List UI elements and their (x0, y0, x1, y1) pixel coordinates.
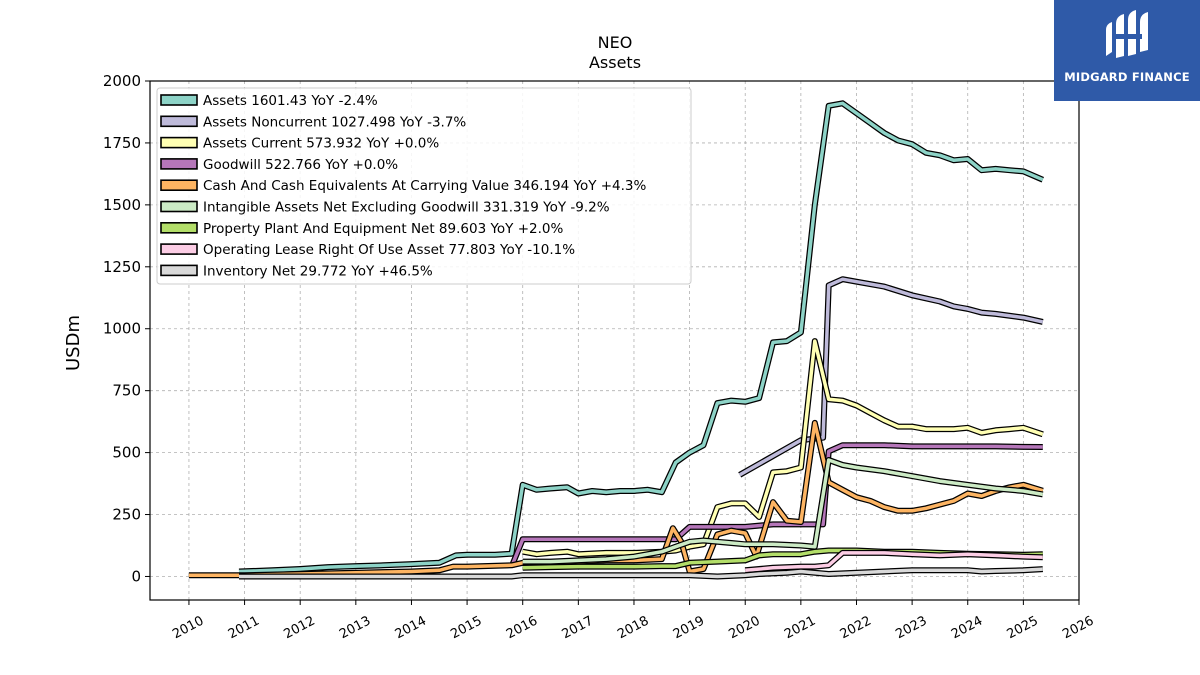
legend-box (156, 87, 692, 285)
series-line (522, 339, 1044, 556)
y-tick-label: 1000 (103, 320, 141, 338)
y-tick-label: 2000 (103, 72, 141, 90)
midgard-finance-logo: MIDGARD FINANCE (1054, 0, 1200, 101)
legend-entry: Assets Noncurrent 1027.498 YoY -3.7% (203, 114, 466, 130)
x-tick-label: 2024 (949, 614, 985, 643)
x-tick-label: 2018 (615, 614, 651, 643)
x-tick-label: 2020 (726, 614, 762, 643)
midgard-logo-icon (1106, 10, 1148, 58)
series-line (239, 567, 1043, 579)
legend-swatch (160, 94, 198, 106)
y-tick-label: 1750 (103, 134, 141, 152)
chart-subtitle: Assets (589, 53, 641, 72)
x-tick-label: 2014 (393, 614, 429, 643)
legend-swatch (160, 179, 198, 191)
series-line (745, 551, 1043, 573)
legend-entry: Property Plant And Equipment Net 89.603 … (203, 221, 563, 237)
legend-swatch (160, 158, 198, 170)
x-tick-label: 2023 (893, 614, 929, 643)
x-tick-label: 2015 (448, 614, 484, 643)
series-line (188, 421, 1044, 577)
legend-swatch (160, 243, 198, 255)
legend-swatch (160, 200, 198, 213)
y-tick-label: 1250 (103, 258, 141, 276)
y-tick-label: 500 (112, 444, 141, 462)
legend-entry: Intangible Assets Net Excluding Goodwill… (203, 200, 610, 216)
chart-title: NEO (598, 33, 633, 52)
x-tick-label: 2016 (504, 614, 540, 643)
legend-swatch (160, 222, 198, 234)
x-tick-label: 2025 (1005, 614, 1041, 643)
legend-entry: Inventory Net 29.772 YoY +46.5% (203, 263, 433, 279)
x-tick-label: 2012 (281, 614, 317, 643)
x-tick-label: 2010 (170, 614, 206, 643)
y-axis-label: USDm (63, 315, 84, 371)
legend: Assets 1601.43 YoY -2.4% Assets Noncurren… (156, 87, 692, 285)
y-tick-label: 750 (112, 382, 141, 400)
y-tick-label: 0 (131, 567, 141, 585)
series-line (522, 458, 1044, 564)
legend-entry: Operating Lease Right Of Use Asset 77.80… (203, 242, 575, 258)
legend-swatch (160, 264, 198, 277)
legend-entry: Goodwill 522.766 YoY +0.0% (203, 157, 398, 173)
x-tick-label: 2017 (560, 614, 596, 643)
x-tick-label: 2011 (226, 614, 262, 643)
plot-frame (149, 80, 1080, 601)
x-tick-label: 2022 (838, 614, 874, 643)
y-tick-label: 1500 (103, 196, 141, 214)
y-tick-label: 250 (112, 506, 141, 524)
logo-text: MIDGARD FINANCE (1064, 70, 1190, 84)
legend-entry: Assets 1601.43 YoY -2.4% (203, 93, 378, 109)
legend-entry: Assets Current 573.932 YoY +0.0% (203, 136, 439, 152)
series-line (509, 443, 1043, 568)
x-tick-label: 2026 (1060, 614, 1096, 643)
x-tick-label: 2021 (782, 614, 818, 643)
legend-entry: Cash And Cash Equivalents At Carrying Va… (203, 178, 647, 194)
x-tick-label: 2019 (671, 614, 707, 643)
legend-swatch (160, 115, 198, 128)
legend-swatch (160, 136, 198, 149)
axes: 0 250 500 750 1000 1250 1500 1750 2000 2010 2011 20… (103, 72, 1097, 642)
series-line (238, 101, 1044, 574)
series-lines (188, 100, 1044, 580)
x-tick-label: 2013 (337, 614, 373, 643)
